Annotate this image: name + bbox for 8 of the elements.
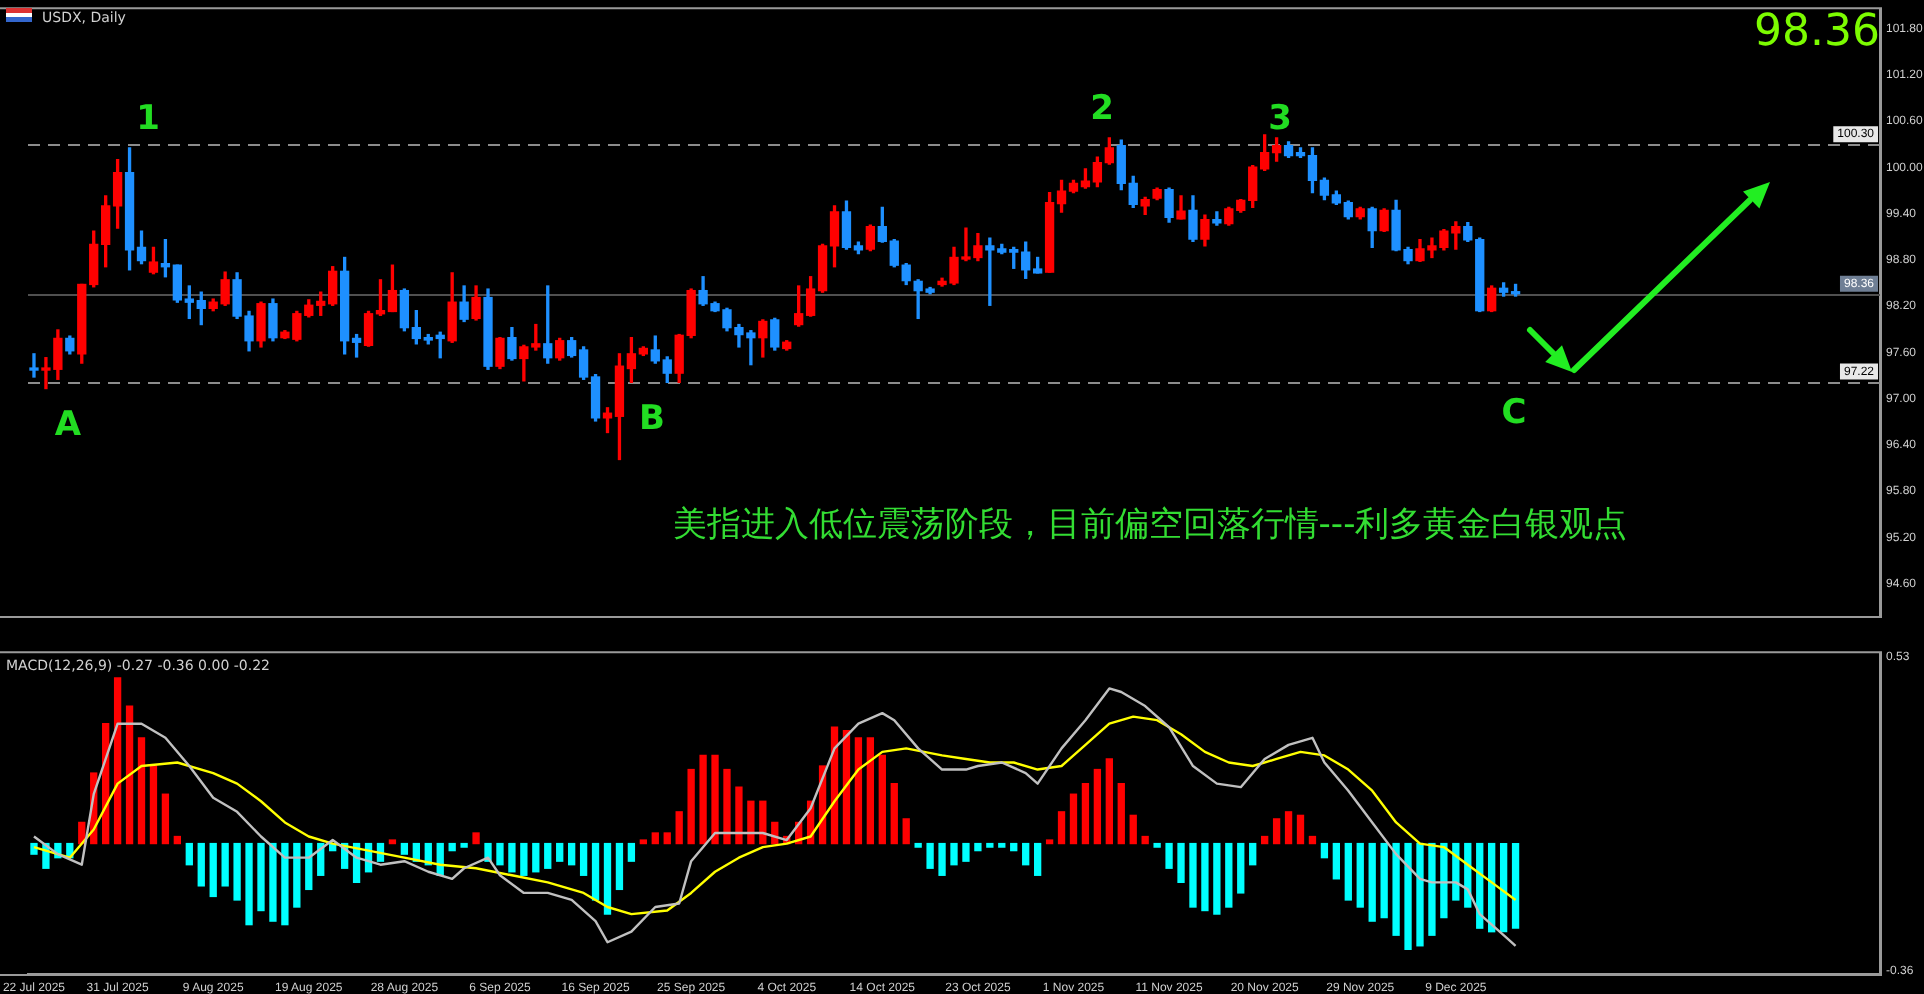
annotation: A [54,404,83,445]
annotation: 2 [1090,88,1114,129]
annotation: 1 [136,98,160,139]
annotation: 美指进入低位震荡阶段，目前偏空回落行情---利多黄金白银观点 [672,504,1628,545]
annotation: B [639,398,665,439]
annotation: C [1501,392,1527,433]
annotation: 98.36 [1754,7,1880,58]
annotation: 3 [1268,98,1292,139]
